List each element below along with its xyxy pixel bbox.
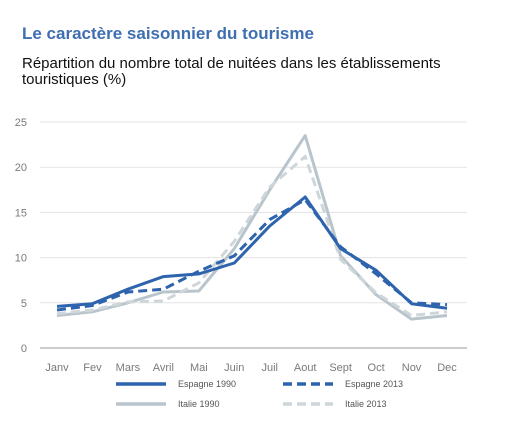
y-tick-label: 5: [21, 298, 27, 310]
legend-label: Italie 2013: [345, 399, 387, 409]
chart-title: Le caractère saisonnier du tourisme: [22, 24, 314, 43]
x-tick-label: Mai: [190, 362, 208, 374]
series-lines: [56, 134, 448, 321]
x-axis-ticks: Janv Fev Mars Avril Mai Juin Juil Aout Sept Oct No…: [45, 362, 457, 374]
y-tick-label: 0: [21, 343, 27, 355]
series-line-italie-2013: [56, 154, 448, 317]
legend: Espagne 1990 Espagne 2013 Italie 1990 Itali…: [116, 379, 403, 409]
x-tick-label: Janv: [45, 362, 69, 374]
y-tick-label: 10: [15, 253, 27, 265]
y-tick-label: 20: [15, 162, 27, 174]
x-tick-label: Aout: [294, 362, 317, 374]
x-tick-label: Avril: [153, 362, 174, 374]
legend-label: Italie 1990: [178, 399, 220, 409]
legend-label: Espagne 2013: [345, 379, 403, 389]
x-tick-label: Oct: [368, 362, 385, 374]
y-tick-label: 25: [15, 117, 27, 129]
x-tick-label: Juin: [224, 362, 244, 374]
chart-subtitle: Répartition du nombre total de nuitées d…: [22, 55, 441, 88]
series-line-espagne-2013: [56, 198, 448, 312]
x-tick-label: Juil: [261, 362, 278, 374]
series-line-italie-1990: [56, 134, 448, 321]
x-tick-label: Sept: [329, 362, 352, 374]
series-line-espagne-1990: [56, 195, 448, 310]
x-tick-label: Fev: [83, 362, 102, 374]
x-tick-label: Nov: [402, 362, 422, 374]
y-axis-ticks: 0 5 10 15 20 25: [15, 117, 27, 355]
legend-label: Espagne 1990: [178, 379, 236, 389]
grid-lines: [40, 121, 467, 349]
x-tick-label: Dec: [437, 362, 457, 374]
x-tick-label: Mars: [116, 362, 141, 374]
y-tick-label: 15: [15, 207, 27, 219]
